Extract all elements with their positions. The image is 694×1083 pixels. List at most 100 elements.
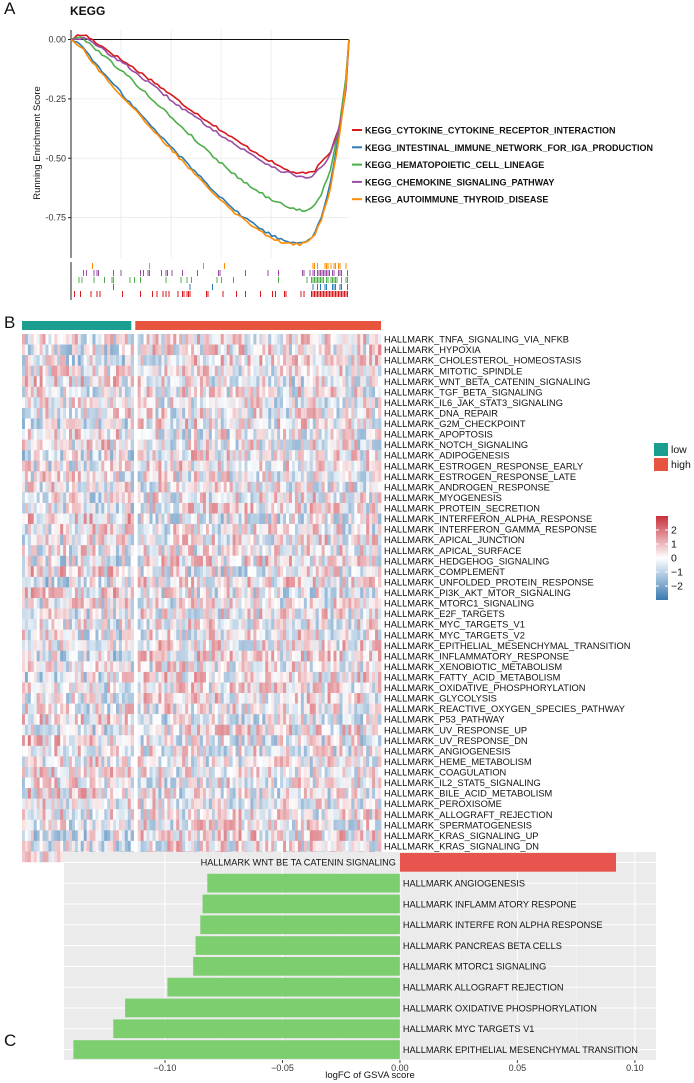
heatmap-cell: [211, 619, 216, 630]
heatmap-cell: [214, 418, 219, 430]
heatmap-cell: [306, 714, 311, 725]
heatmap-cell: [69, 650, 73, 662]
heatmap-cell: [309, 650, 314, 662]
heatmap-cell: [300, 682, 305, 694]
heatmap-cell: [149, 587, 153, 599]
heatmap-cell: [48, 555, 52, 567]
heatmap-cell: [137, 355, 142, 366]
heatmap-cell: [369, 513, 373, 525]
heatmap-cell: [235, 629, 239, 641]
heatmap-cell: [354, 724, 358, 736]
heatmap-cell: [235, 661, 239, 673]
heatmap-cell: [48, 471, 52, 483]
heatmap-cell: [95, 513, 99, 525]
heatmap-cell: [229, 745, 234, 757]
heatmap-cell: [297, 534, 302, 546]
heatmap-cell: [253, 460, 257, 472]
heatmap-cell: [232, 429, 236, 440]
heatmap-cell: [300, 439, 305, 451]
heatmap-cell: [146, 650, 150, 662]
heatmap-cell: [342, 545, 346, 556]
heatmap-cell: [297, 650, 302, 662]
heatmap-cell: [259, 735, 263, 747]
heatmap-cell: [86, 724, 90, 736]
heatmap-cell: [294, 407, 299, 419]
heatmap-cell: [83, 492, 88, 504]
heatmap-cell: [170, 629, 174, 641]
heatmap-cell: [333, 650, 337, 662]
heatmap-cell: [291, 376, 296, 387]
heatmap-cell: [188, 397, 192, 409]
heatmap-cell: [24, 608, 29, 620]
heatmap-cell: [110, 524, 114, 535]
heatmap-cell: [286, 714, 290, 725]
heatmap-cell: [22, 555, 26, 567]
heatmap-cell: [167, 355, 171, 366]
heatmap-cell: [24, 566, 29, 578]
heatmap-cell: [327, 598, 331, 609]
heatmap-cell: [161, 566, 165, 578]
heatmap-cell: [45, 693, 49, 704]
heatmap-cell: [98, 735, 102, 747]
heatmap-cell: [283, 545, 287, 556]
heatmap-cell: [98, 344, 102, 356]
heatmap-cell: [283, 524, 287, 535]
heatmap-cell: [121, 492, 126, 504]
heatmap-cell: [161, 492, 165, 504]
heatmap-cell: [360, 502, 364, 514]
heatmap-cell: [124, 365, 129, 377]
heatmap-cell: [92, 724, 96, 736]
heatmap-cell: [152, 693, 156, 704]
heatmap-cell: [208, 439, 213, 451]
heatmap-cell: [60, 640, 64, 651]
heatmap-cell: [158, 650, 162, 662]
heatmap-cell: [324, 524, 328, 535]
heatmap-cell: [30, 671, 35, 683]
heatmap-cell: [268, 344, 272, 356]
heatmap-cell: [244, 608, 248, 620]
heatmap-cell: [324, 418, 328, 430]
heatmap-cell: [71, 703, 76, 715]
heatmap-cell: [185, 671, 189, 683]
heatmap-cell: [369, 714, 373, 725]
heatmap-cell: [101, 429, 105, 440]
heatmap-cell: [241, 661, 245, 673]
heatmap-cell: [277, 724, 281, 736]
heatmap-cell: [149, 545, 153, 556]
heatmap-cell: [309, 365, 314, 377]
heatmap-row: [22, 555, 382, 567]
heatmap-cell: [194, 724, 198, 736]
heatmap-cell: [54, 407, 58, 419]
heatmap-cell: [33, 344, 38, 356]
heatmap-cell: [71, 735, 76, 747]
heatmap-cell: [45, 671, 49, 683]
heatmap-cell: [235, 471, 239, 483]
heatmap-cell: [351, 714, 355, 725]
heatmap-cell: [170, 576, 174, 588]
heatmap-cell: [268, 471, 272, 483]
heatmap-cell: [54, 693, 58, 704]
heatmap-cell: [214, 545, 219, 556]
heatmap-cell: [77, 376, 82, 387]
heatmap-cell: [342, 492, 346, 504]
heatmap-cell: [54, 724, 58, 736]
heatmap-cell: [48, 397, 52, 409]
heatmap-cell: [226, 355, 231, 366]
heatmap-cell: [229, 608, 234, 620]
heatmap-cell: [253, 334, 257, 345]
heatmap-cell: [36, 629, 41, 641]
heatmap-cell: [89, 344, 93, 356]
heatmap-cell: [378, 513, 382, 525]
heatmap-cell: [33, 492, 38, 504]
heatmap-cell: [247, 703, 251, 715]
heatmap-cell: [69, 397, 73, 409]
heatmap-cell: [33, 397, 38, 409]
heatmap-cell: [357, 471, 361, 483]
heatmap-cell: [280, 502, 284, 514]
heatmap-cell: [369, 693, 373, 704]
heatmap-cell: [232, 397, 236, 409]
heatmap-cell: [74, 703, 79, 715]
heatmap-cell: [342, 365, 346, 377]
heatmap-cell: [89, 418, 93, 430]
heatmap-cell: [336, 598, 340, 609]
